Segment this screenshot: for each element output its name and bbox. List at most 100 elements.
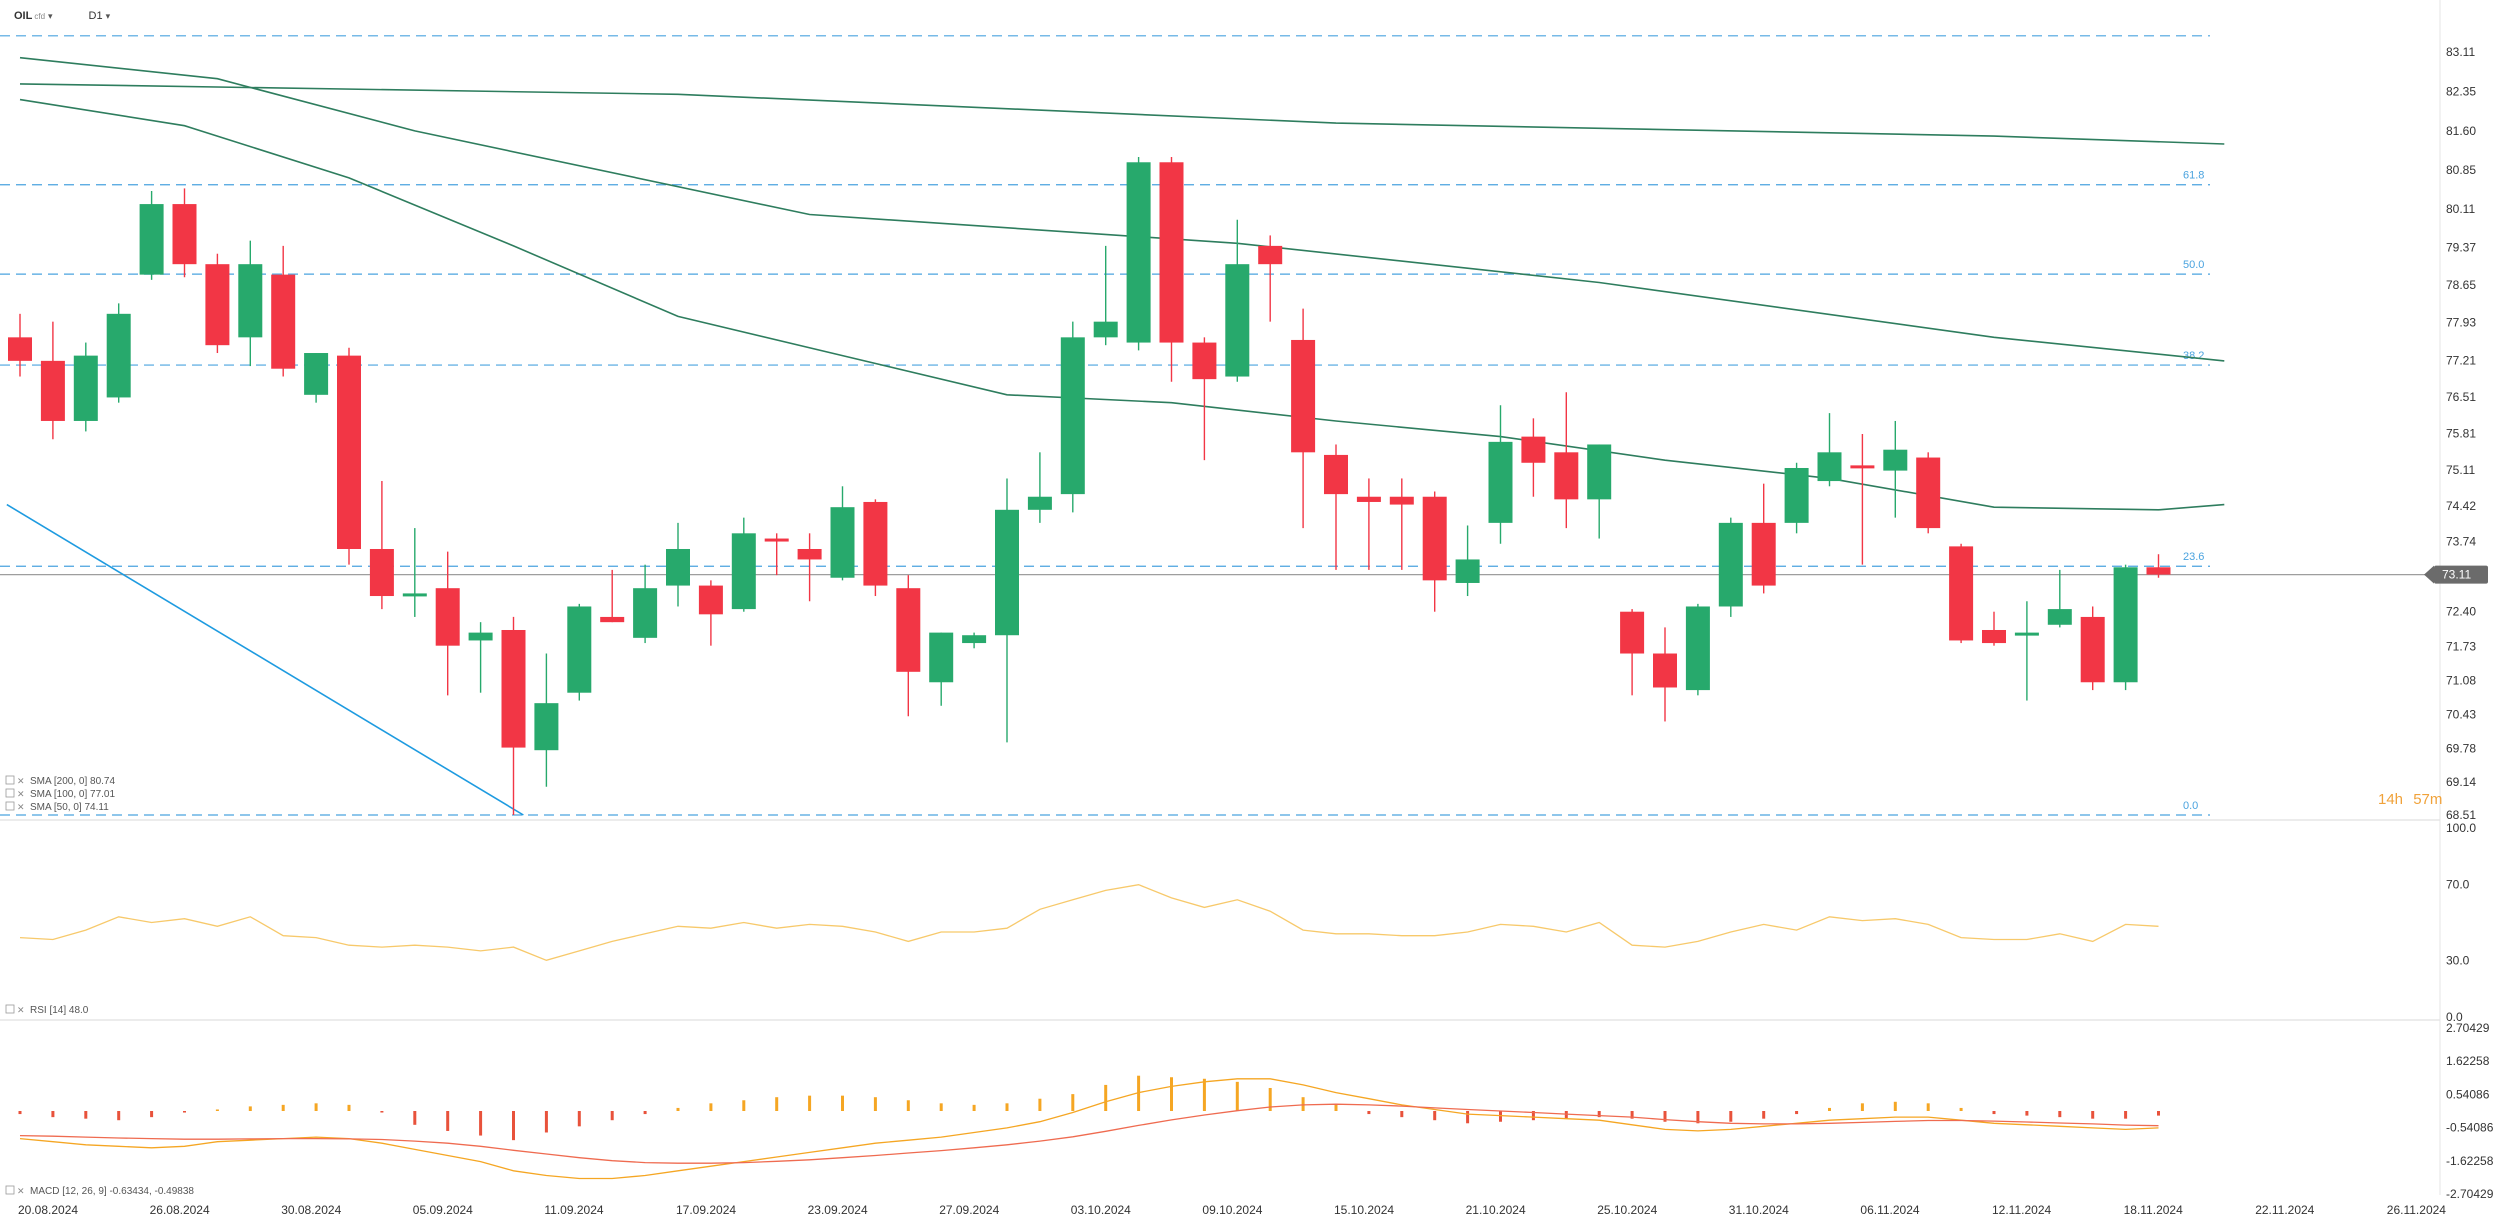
trend-line-segment[interactable] <box>6 503 524 816</box>
macd-histogram-bar <box>775 1097 779 1111</box>
sma-100-legend[interactable]: ✕ SMA [100, 0] 77.01 <box>5 788 115 800</box>
macd-histogram-bar <box>1729 1111 1733 1122</box>
price-tick-label: 71.73 <box>2446 640 2476 654</box>
candle-body <box>731 533 756 610</box>
chart-toolbar: OIL cfd ▾ D1 ▾ <box>14 10 110 22</box>
interval-label: D1 <box>88 10 103 22</box>
macd-histogram-bar <box>84 1111 88 1119</box>
macd-histogram-bar <box>841 1095 844 1111</box>
indicator-legend-text: MACD [12, 26, 9] -0.63434, -0.49838 <box>30 1186 194 1197</box>
date-tick-label: 25.10.2024 <box>1597 1203 1657 1217</box>
candle <box>2014 601 2039 701</box>
candle-body <box>962 635 987 644</box>
macd-histogram-bar <box>1499 1111 1502 1122</box>
candle-body <box>1850 465 1875 469</box>
candle-body <box>1521 436 1546 463</box>
macd-histogram-bar <box>215 1109 219 1111</box>
macd-legend[interactable]: ✕ MACD [12, 26, 9] -0.63434, -0.49838 <box>5 1185 194 1197</box>
candle-body <box>139 204 164 275</box>
candle-body <box>1949 546 1974 641</box>
fib-level-label: 50.0 <box>2183 259 2204 271</box>
chevron-down-icon: ▾ <box>105 11 111 21</box>
candle <box>1916 452 1941 534</box>
candle <box>1192 337 1217 461</box>
candle <box>304 353 329 403</box>
candle <box>1850 434 1875 565</box>
price-tick-label: 71.08 <box>2446 674 2476 688</box>
candle <box>600 569 625 623</box>
candle-body <box>1653 653 1677 688</box>
macd-histogram-bar <box>939 1103 943 1111</box>
macd-histogram-bar <box>1926 1103 1930 1111</box>
last-price-badge-arrow <box>2424 565 2434 584</box>
price-tick-label: 78.65 <box>2446 278 2476 292</box>
candle <box>1685 603 1710 696</box>
close-icon: ✕ <box>17 803 25 813</box>
countdown-minutes: 57m <box>2413 791 2442 808</box>
trend-line[interactable] <box>6 503 524 816</box>
date-tick-label: 03.10.2024 <box>1071 1203 1131 1217</box>
date-tick-label: 09.10.2024 <box>1202 1203 1262 1217</box>
candle <box>40 321 65 440</box>
macd-histogram-bar <box>150 1111 154 1118</box>
date-tick-label: 06.11.2024 <box>1860 1203 1919 1217</box>
candle-body <box>633 588 658 638</box>
macd-histogram-bar <box>1005 1103 1009 1111</box>
candle <box>1817 413 1842 487</box>
macd-histogram-bar <box>281 1104 285 1111</box>
settings-icon <box>5 775 15 785</box>
candle-body <box>1718 522 1743 607</box>
macd-histogram-bar <box>1301 1097 1305 1111</box>
fib-level-label: 38.2 <box>2183 350 2204 362</box>
macd-histogram-bar <box>1564 1111 1568 1119</box>
macd-histogram-bar <box>544 1111 548 1133</box>
rsi-legend[interactable]: ✕ RSI [14] 48.0 <box>5 1004 89 1016</box>
macd-tick-label: 2.70429 <box>2446 1021 2490 1035</box>
price-tick-label: 74.42 <box>2446 499 2476 513</box>
sma-line <box>19 56 2225 362</box>
date-tick-label: 27.09.2024 <box>939 1203 999 1217</box>
macd-histogram-bar <box>1893 1101 1897 1111</box>
candle <box>1291 308 1316 529</box>
macd-histogram-bar <box>1466 1111 1470 1124</box>
macd-tick-label: 0.54086 <box>2446 1087 2490 1101</box>
date-tick-label: 18.11.2024 <box>2124 1203 2183 1217</box>
candle <box>271 245 296 377</box>
candle <box>1488 405 1513 544</box>
candle <box>468 622 493 693</box>
candle <box>764 533 789 576</box>
candle <box>1258 235 1283 322</box>
candle <box>863 499 888 597</box>
candle-body <box>337 355 361 549</box>
sma-200-legend[interactable]: ✕ SMA [200, 0] 80.74 <box>5 775 115 787</box>
candle <box>369 481 394 610</box>
candle <box>534 653 559 787</box>
candle <box>1883 420 1908 518</box>
candle-body <box>1291 339 1316 453</box>
price-tick-label: 70.43 <box>2446 708 2476 722</box>
candle <box>666 522 690 607</box>
candle-body <box>1192 342 1217 380</box>
chart-grid <box>0 0 2441 1195</box>
macd-histogram-bar <box>577 1111 581 1127</box>
last-price-label: 73.11 <box>2442 568 2471 582</box>
candle <box>1653 627 1677 722</box>
macd-histogram-bar <box>742 1100 746 1111</box>
candle-body <box>1982 629 2006 644</box>
macd-histogram-bar <box>1202 1078 1206 1111</box>
macd-panel: 2.70429 1.62258 0.54086 -0.54086 -1.62258 -2.… <box>18 1021 2494 1201</box>
date-tick-label: 11.09.2024 <box>544 1203 603 1217</box>
macd-histogram-bar <box>183 1111 186 1113</box>
candle <box>896 575 921 717</box>
price-tick-label: 77.21 <box>2446 353 2476 367</box>
interval-selector[interactable]: D1 ▾ <box>89 10 111 22</box>
macd-histogram-bar <box>906 1100 910 1111</box>
symbol-selector[interactable]: OIL cfd ▾ <box>14 10 53 22</box>
macd-histogram-bar <box>512 1111 515 1141</box>
close-icon: ✕ <box>17 1187 25 1197</box>
candle-body <box>1356 496 1381 502</box>
sma-50-legend[interactable]: ✕ SMA [50, 0] 74.11 <box>5 801 109 813</box>
macd-histogram-bar <box>808 1095 812 1111</box>
rsi-tick-label: 100.0 <box>2446 821 2476 835</box>
